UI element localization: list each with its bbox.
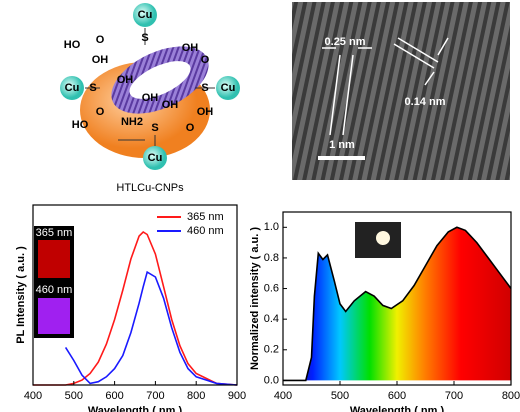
inset-photo — [38, 240, 70, 278]
x-tick-label: 600 — [388, 390, 406, 402]
group-label: O — [201, 54, 210, 66]
group-label: OH — [182, 42, 199, 54]
x-tick-label: 800 — [187, 390, 205, 402]
group-label: HO — [72, 119, 89, 131]
x-axis-label: Wavelength ( nm ) — [88, 405, 183, 412]
x-tick-label: 700 — [146, 390, 164, 402]
bonds — [85, 28, 215, 148]
plot-frame — [32, 204, 238, 386]
inset-bulb — [376, 231, 390, 245]
atom-label: S — [151, 122, 158, 134]
group-label: HO — [64, 39, 81, 51]
y-tick-label: 0.6 — [264, 282, 279, 294]
inset-label: 365 nm — [36, 227, 73, 239]
atom-label: S — [201, 82, 208, 94]
x-tick-label: 800 — [502, 390, 520, 402]
cu-atom — [216, 76, 240, 100]
inset-label: 460 nm — [36, 284, 73, 296]
group-label: O — [96, 106, 105, 118]
lattice — [292, 2, 510, 180]
tem-image: 0.25 nm 0.14 nm 1 nm — [292, 2, 510, 180]
x-tick-label: 900 — [228, 390, 246, 402]
y-tick-label: 1.0 — [264, 221, 279, 233]
chart: 365 nm 460 nm 400 500 600 700 800 900 Wavelength… — [15, 204, 246, 412]
x-tick-label: 500 — [331, 390, 349, 402]
group-label: OH — [142, 92, 159, 104]
particle-hole — [129, 61, 191, 99]
group-label: OH — [92, 54, 109, 66]
series-line — [64, 270, 238, 386]
cu-atom — [133, 3, 157, 27]
y-tick-label: 0.2 — [264, 344, 279, 356]
atom-label: S — [141, 32, 148, 44]
y-tick-label: 0.8 — [264, 252, 279, 264]
group-label: O — [186, 122, 195, 134]
x-tick-label: 600 — [105, 390, 123, 402]
group-label: OH — [117, 74, 134, 86]
spectrum-area — [283, 227, 511, 381]
y-axis-label: PL Intensity ( a.u. ) — [15, 246, 27, 344]
group-label: O — [96, 34, 105, 46]
x-tick-label: 500 — [65, 390, 83, 402]
cu-atom — [60, 76, 84, 100]
scale-label: 1 nm — [329, 139, 355, 151]
x-tick-label: 400 — [24, 390, 42, 402]
x-tick-label: 700 — [445, 390, 463, 402]
y-tick-label: 0.4 — [264, 313, 279, 325]
atom-label: S — [89, 82, 96, 94]
atom-label: Cu — [221, 82, 236, 94]
legend-label: 365 nm — [187, 211, 224, 223]
y-axis-label: Normalized intensity ( a.u. ) — [249, 227, 261, 370]
series-line — [33, 230, 238, 386]
tem-markers — [318, 37, 449, 160]
spacing-label: 0.14 nm — [405, 96, 446, 108]
cu-atom — [143, 146, 167, 170]
x-tick-label: 400 — [274, 390, 292, 402]
x-axis-label: Wavelength ( nm ) — [350, 405, 445, 412]
group-label: NH2 — [121, 116, 143, 128]
schematic-labels: Cu Cu Cu Cu S S S S HO OH O OH O OH OH N… — [64, 9, 236, 164]
schematic: Cu Cu Cu Cu S S S S HO OH O OH O OH OH N… — [60, 3, 240, 194]
spacing-label: 0.25 nm — [325, 36, 366, 48]
legend-label: 460 nm — [187, 225, 224, 237]
caption: HTLCu-CNPs — [116, 182, 184, 194]
chart: 400 500 600 700 800 0.0 0.2 0.4 0.6 0.8 1.0 Wavelen… — [249, 211, 520, 412]
spectrum-line — [283, 226, 512, 382]
atom-label: Cu — [148, 152, 163, 164]
y-tick-label: 0.0 — [264, 374, 279, 386]
group-label: OH — [162, 99, 179, 111]
inset-photo — [38, 298, 70, 334]
atom-label: Cu — [65, 82, 80, 94]
atom-label: Cu — [138, 9, 153, 21]
group-label: OH — [197, 106, 214, 118]
